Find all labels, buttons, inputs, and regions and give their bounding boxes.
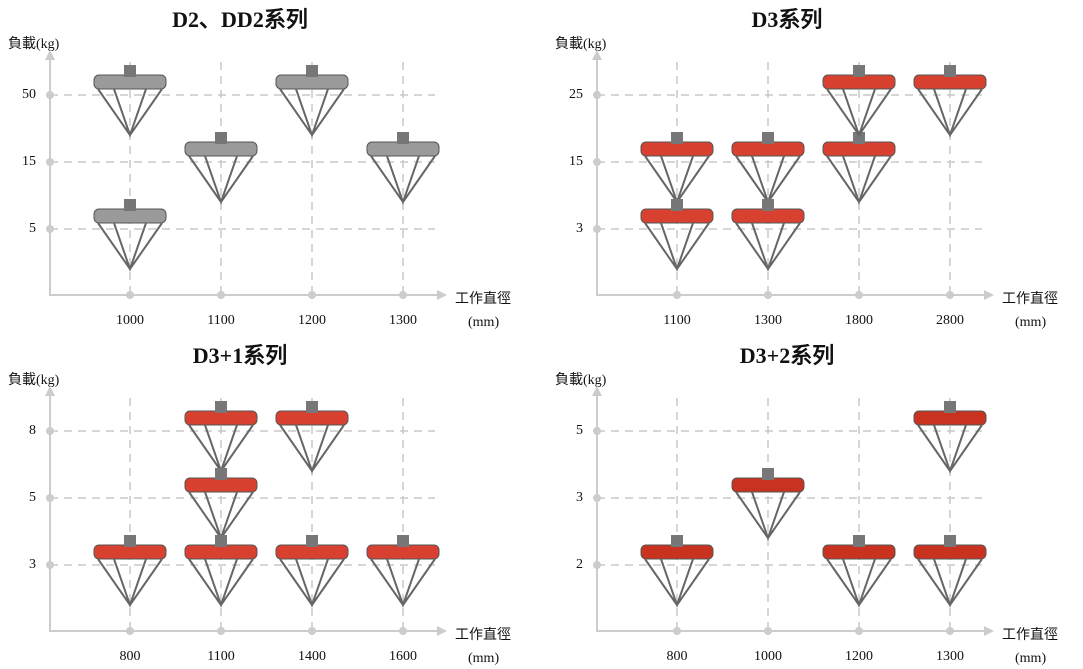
x-tick-label: 800: [667, 649, 688, 664]
robot-base: [641, 142, 713, 156]
robot-base: [94, 75, 166, 89]
x-axis-label: 工作直徑: [455, 626, 511, 643]
robot-motor: [671, 132, 683, 144]
y-axis-label: 負載(kg): [555, 36, 607, 52]
x-tick-label: 1100: [663, 313, 690, 328]
y-axis-label: 負載(kg): [555, 372, 607, 388]
x-tick-label: 1100: [207, 313, 234, 328]
robot-motor: [306, 65, 318, 77]
x-tick-label: 1300: [936, 649, 964, 664]
x-axis-label: 工作直徑: [455, 290, 511, 307]
robot-motor: [944, 401, 956, 413]
robot-base: [641, 545, 713, 559]
robot-motor: [853, 65, 865, 77]
robot-motor: [215, 401, 227, 413]
robot-motor: [124, 535, 136, 547]
x-tick-label: 1000: [116, 313, 144, 328]
robot-motor: [853, 535, 865, 547]
robot-motor: [306, 401, 318, 413]
robot-base: [276, 545, 348, 559]
robot-base: [185, 478, 257, 492]
robot-base: [914, 75, 986, 89]
x-tick-label: 1200: [298, 313, 326, 328]
robot-motor: [397, 132, 409, 144]
axes: [597, 390, 990, 631]
y-tick-label: 50: [22, 87, 36, 102]
robot-motor: [124, 65, 136, 77]
robot-base: [823, 142, 895, 156]
robot-base: [914, 411, 986, 425]
robot-motor: [762, 132, 774, 144]
robot-base: [367, 142, 439, 156]
x-axis-unit: (mm): [1015, 651, 1046, 666]
y-tick-label: 3: [29, 557, 36, 572]
y-tick-label: 2: [576, 557, 583, 572]
robot-base: [276, 411, 348, 425]
y-tick-label: 15: [22, 154, 36, 169]
robot-base: [732, 142, 804, 156]
robot-motor: [762, 199, 774, 211]
y-tick-label: 15: [569, 154, 583, 169]
x-tick-label: 1600: [389, 649, 417, 664]
y-tick-label: 5: [576, 423, 583, 438]
robot-base: [94, 545, 166, 559]
robot-motor: [215, 535, 227, 547]
axes: [50, 390, 443, 631]
robot-base: [641, 209, 713, 223]
robot-motor: [397, 535, 409, 547]
chart-panel: D3+1系列負載(kg) 工作直徑 (mm) 800 1100 1400 1600 3 5 8: [8, 343, 511, 666]
robot-motor: [124, 199, 136, 211]
robot-motor: [944, 535, 956, 547]
chart-sheet: D2、DD2系列負載(kg) 工作直徑 (mm) 1000 1100 1200 1300 5 1…: [0, 0, 1083, 669]
y-axis-label: 負載(kg): [8, 36, 60, 52]
robot-motor: [306, 535, 318, 547]
y-tick-label: 3: [576, 221, 583, 236]
y-axis-label: 負載(kg): [8, 372, 60, 388]
x-tick-label: 1400: [298, 649, 326, 664]
chart-title: D3+2系列: [740, 343, 834, 368]
robot-base: [823, 75, 895, 89]
robot-base: [367, 545, 439, 559]
x-axis-unit: (mm): [1015, 315, 1046, 330]
y-tick-label: 8: [29, 423, 36, 438]
robot-base: [276, 75, 348, 89]
robot-base: [823, 545, 895, 559]
robot-motor: [762, 468, 774, 480]
chart-title: D2、DD2系列: [172, 7, 308, 32]
x-tick-label: 1800: [845, 313, 873, 328]
x-tick-label: 1300: [389, 313, 417, 328]
robot-base: [185, 545, 257, 559]
x-tick-label: 1200: [845, 649, 873, 664]
robot-base: [914, 545, 986, 559]
robot-motor: [944, 65, 956, 77]
robot-base: [185, 411, 257, 425]
chart-panel: D3+2系列負載(kg) 工作直徑 (mm) 800 1000 1200 1300 2 3 5: [555, 343, 1058, 666]
chart-title: D3系列: [752, 7, 823, 32]
robot-base: [185, 142, 257, 156]
robot-motor: [215, 468, 227, 480]
x-axis-label: 工作直徑: [1002, 290, 1058, 307]
y-tick-label: 5: [29, 221, 36, 236]
x-axis-unit: (mm): [468, 315, 499, 330]
axes: [597, 54, 990, 295]
robot-motor: [215, 132, 227, 144]
robot-motor: [671, 199, 683, 211]
y-tick-label: 3: [576, 490, 583, 505]
chart-title: D3+1系列: [193, 343, 287, 368]
chart-panel: D2、DD2系列負載(kg) 工作直徑 (mm) 1000 1100 1200 1300 5 1…: [8, 7, 511, 330]
robot-base: [732, 209, 804, 223]
robot-base: [94, 209, 166, 223]
x-axis-label: 工作直徑: [1002, 626, 1058, 643]
x-tick-label: 800: [120, 649, 141, 664]
y-tick-label: 25: [569, 87, 583, 102]
y-tick-label: 5: [29, 490, 36, 505]
x-tick-label: 1300: [754, 313, 782, 328]
x-tick-label: 1000: [754, 649, 782, 664]
x-axis-unit: (mm): [468, 651, 499, 666]
robot-base: [732, 478, 804, 492]
x-tick-label: 1100: [207, 649, 234, 664]
robot-motor: [671, 535, 683, 547]
x-tick-label: 2800: [936, 313, 964, 328]
